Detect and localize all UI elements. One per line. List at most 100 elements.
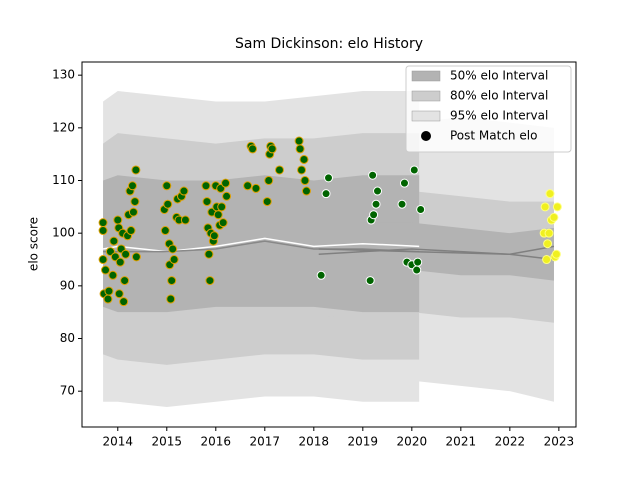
elo-point <box>248 144 258 154</box>
elo-point <box>251 183 261 193</box>
y-tick-label: 110 <box>52 173 75 187</box>
elo-point <box>168 244 178 254</box>
elo-point <box>113 215 123 225</box>
mean-line <box>102 237 420 253</box>
mean-line <box>318 245 555 255</box>
x-tick-label: 2018 <box>299 435 330 449</box>
elo-point <box>131 252 141 262</box>
elo-point <box>371 199 381 209</box>
elo-point <box>108 270 118 280</box>
legend-swatch <box>411 110 441 122</box>
legend-marker <box>421 131 431 141</box>
elo-point <box>324 173 334 183</box>
elo-point <box>98 218 108 228</box>
elo-point <box>126 226 136 236</box>
elo-point <box>169 255 179 265</box>
elo-point <box>294 136 304 146</box>
elo-point <box>115 257 125 267</box>
interval-band <box>103 175 420 313</box>
legend-swatch <box>411 90 441 102</box>
elo-point <box>222 191 232 201</box>
elo-point <box>121 249 131 259</box>
x-tick-label: 2019 <box>348 435 379 449</box>
elo-point <box>544 228 554 238</box>
x-tick-label: 2022 <box>495 435 526 449</box>
legend-label: 50% elo Interval <box>450 69 548 83</box>
elo-point <box>130 197 140 207</box>
y-tick-label: 100 <box>52 226 75 240</box>
elo-point <box>167 276 177 286</box>
elo-point <box>399 178 409 188</box>
elo-point <box>545 189 555 199</box>
elo-point <box>218 218 228 228</box>
elo-point <box>160 226 170 236</box>
x-tick-label: 2017 <box>250 435 281 449</box>
elo-point <box>128 207 138 217</box>
elo-point <box>120 276 130 286</box>
elo-point <box>369 210 379 220</box>
mean-line <box>318 248 555 261</box>
mean-line <box>103 240 420 253</box>
elo-point <box>299 154 309 164</box>
elo-point <box>301 186 311 196</box>
y-tick-label: 130 <box>52 68 75 82</box>
elo-point <box>217 202 227 212</box>
legend-label: 95% elo Interval <box>450 109 548 123</box>
elo-point <box>127 181 137 191</box>
legend-box <box>405 65 572 153</box>
elo-point <box>543 239 553 249</box>
elo-point <box>297 165 307 175</box>
elo-point <box>275 165 285 175</box>
x-tick-label: 2021 <box>446 435 477 449</box>
elo-point <box>542 255 552 265</box>
elo-point <box>98 226 108 236</box>
elo-point <box>321 189 331 199</box>
elo-point <box>166 294 176 304</box>
y-axis-label: elo score <box>27 217 41 271</box>
plot-frame <box>81 61 577 428</box>
elo-point <box>205 276 215 286</box>
elo-point <box>114 289 124 299</box>
elo-point <box>131 165 141 175</box>
elo-point <box>413 257 423 267</box>
elo-point <box>201 181 211 191</box>
y-tick-label: 120 <box>52 120 75 134</box>
elo-point <box>540 202 550 212</box>
legend-swatch <box>411 70 441 82</box>
elo-point <box>409 165 419 175</box>
elo-point <box>316 270 326 280</box>
elo-point <box>180 215 190 225</box>
elo-point <box>98 255 108 265</box>
elo-point <box>179 186 189 196</box>
elo-point <box>264 176 274 186</box>
elo-point <box>119 297 129 307</box>
elo-point <box>373 186 383 196</box>
elo-point <box>202 197 212 207</box>
elo-point <box>365 276 375 286</box>
elo-point <box>221 178 231 188</box>
elo-point <box>267 144 277 154</box>
elo-point <box>243 181 253 191</box>
elo-point <box>300 176 310 186</box>
x-tick-label: 2016 <box>201 435 232 449</box>
elo-point <box>262 197 272 207</box>
x-tick-label: 2014 <box>103 435 134 449</box>
elo-point <box>103 294 113 304</box>
legend-label: 80% elo Interval <box>450 89 548 103</box>
x-tick-label: 2020 <box>397 435 428 449</box>
elo-point <box>412 265 422 275</box>
x-tick-label: 2023 <box>544 435 575 449</box>
elo-point <box>209 231 219 241</box>
elo-point <box>109 236 119 246</box>
elo-point <box>551 249 561 259</box>
elo-point <box>163 199 173 209</box>
legend-label: Post Match elo <box>450 129 537 143</box>
x-tick-label: 2015 <box>152 435 183 449</box>
elo-point <box>204 249 214 259</box>
elo-point <box>416 204 426 214</box>
y-tick-label: 90 <box>60 278 75 292</box>
y-tick-label: 70 <box>60 384 75 398</box>
elo-point <box>213 210 223 220</box>
y-tick-label: 80 <box>60 331 75 345</box>
